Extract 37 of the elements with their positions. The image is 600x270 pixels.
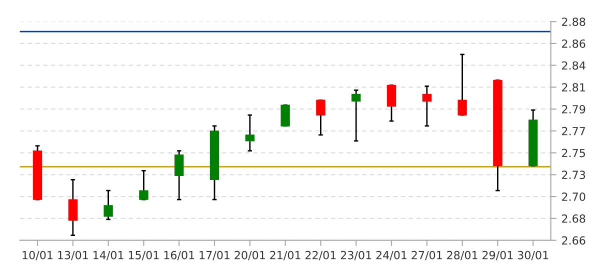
- y-tick-label: 2.81: [562, 83, 585, 92]
- candlestick: [139, 170, 148, 200]
- candlestick: [104, 190, 113, 220]
- x-tick-label: 16/01: [164, 250, 194, 260]
- y-tick-label: 2.88: [562, 18, 586, 26]
- y-tick-label: 2.73: [562, 170, 586, 180]
- y-tick-label: 2.84: [562, 61, 586, 70]
- x-tick-label: 27/01: [412, 250, 442, 260]
- x-tick-label: 14/01: [94, 250, 124, 260]
- y-tick-label: 2.86: [562, 39, 586, 48]
- candlestick: [280, 104, 290, 126]
- candlestick: [174, 150, 184, 200]
- x-tick-label: 23/01: [340, 250, 372, 260]
- x-tick-label: 10/01: [22, 250, 52, 260]
- x-tick-label: 28/01: [447, 250, 478, 260]
- x-tick-label: 17/01: [200, 250, 230, 260]
- y-tick-label: 2.77: [562, 126, 586, 136]
- candlestick: [316, 99, 326, 136]
- x-tick-label: 30/01: [518, 250, 548, 260]
- x-tick-label: 24/01: [376, 250, 406, 260]
- x-tick-label: 22/01: [306, 250, 336, 260]
- y-tick-label: 2.70: [562, 192, 586, 201]
- y-tick-label: 2.68: [562, 214, 586, 223]
- candlestick: [458, 54, 467, 116]
- x-tick-label: 21/01: [270, 250, 300, 260]
- candlestick: [352, 89, 361, 142]
- x-tick-label: 13/01: [58, 250, 88, 260]
- candlestick: [386, 84, 396, 122]
- candlestick: [245, 114, 254, 152]
- y-tick-label: 2.79: [562, 105, 586, 114]
- candlestick: [68, 178, 78, 236]
- x-tick-label: 29/01: [482, 250, 513, 260]
- y-tick-label: 2.75: [562, 148, 585, 158]
- y-tick-label: 2.66: [562, 236, 586, 245]
- candlestick: [422, 86, 432, 127]
- x-tick-label: 20/01: [234, 250, 265, 260]
- x-tick-label: 15/01: [128, 250, 159, 260]
